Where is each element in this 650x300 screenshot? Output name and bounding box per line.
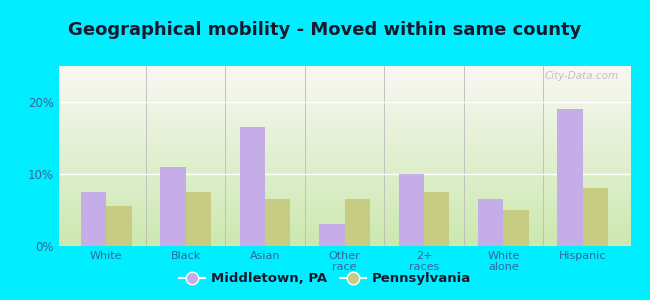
Bar — [186, 192, 211, 246]
Bar — [81, 192, 106, 246]
Text: City-Data.com: City-Data.com — [545, 71, 619, 81]
Bar — [106, 206, 131, 246]
Bar — [424, 192, 449, 246]
Bar — [503, 210, 529, 246]
Bar — [478, 199, 503, 246]
Bar — [160, 167, 186, 246]
Bar — [319, 224, 344, 246]
Bar — [344, 199, 370, 246]
Bar — [240, 127, 265, 246]
Bar — [583, 188, 608, 246]
Bar — [398, 174, 424, 246]
Legend: Middletown, PA, Pennsylvania: Middletown, PA, Pennsylvania — [174, 267, 476, 290]
Bar — [558, 109, 583, 246]
Text: Geographical mobility - Moved within same county: Geographical mobility - Moved within sam… — [68, 21, 582, 39]
Bar — [265, 199, 291, 246]
